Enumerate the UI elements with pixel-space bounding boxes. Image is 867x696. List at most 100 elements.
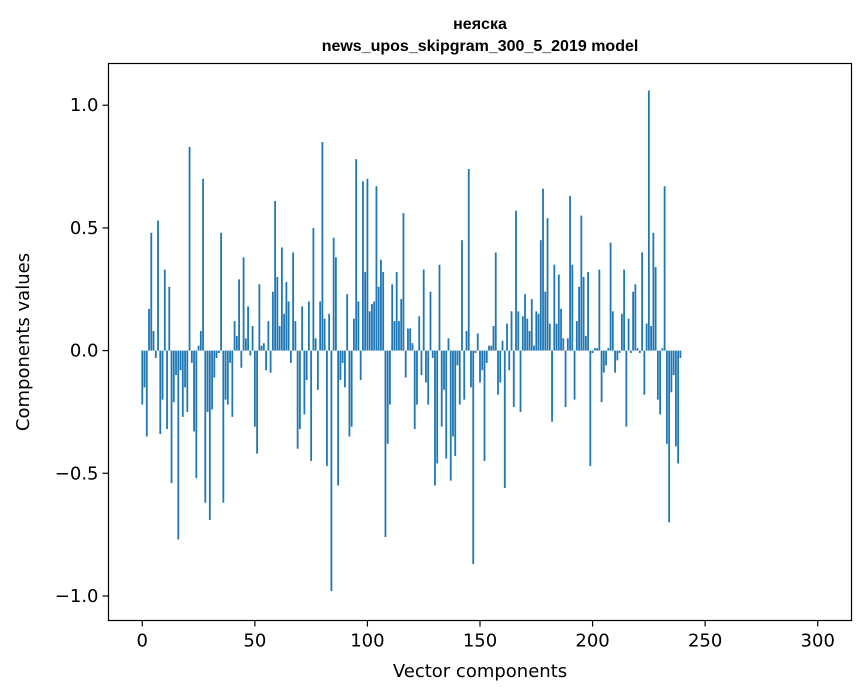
bar xyxy=(330,350,333,592)
bar xyxy=(438,264,441,351)
bar xyxy=(208,350,211,520)
bar xyxy=(494,252,497,351)
bar xyxy=(652,232,655,351)
bar xyxy=(190,350,193,363)
bar xyxy=(636,348,639,351)
bar xyxy=(479,350,481,383)
bar xyxy=(665,350,668,444)
bar xyxy=(391,284,394,351)
bar xyxy=(267,321,270,351)
bar xyxy=(326,350,328,466)
bar xyxy=(202,178,204,351)
x-tick-label: 250 xyxy=(688,631,722,652)
bar xyxy=(150,232,153,351)
bar xyxy=(154,350,157,358)
bar xyxy=(650,326,653,351)
bar xyxy=(562,338,565,351)
bar xyxy=(674,350,677,447)
x-tick-label: 200 xyxy=(575,631,609,652)
bar xyxy=(289,350,292,363)
bar xyxy=(587,272,589,351)
bar xyxy=(321,142,324,351)
bar xyxy=(294,321,297,351)
bar xyxy=(575,321,578,351)
bar xyxy=(215,350,218,358)
bar xyxy=(454,350,457,457)
bar xyxy=(609,242,612,351)
bar xyxy=(623,269,625,351)
bar xyxy=(524,294,526,351)
bar xyxy=(661,348,664,351)
bar xyxy=(262,343,265,351)
x-tick-label: 300 xyxy=(801,631,835,652)
bar xyxy=(346,294,349,351)
bar xyxy=(310,350,313,462)
bar xyxy=(382,272,385,351)
bar xyxy=(226,350,229,405)
bar xyxy=(670,350,673,393)
bar xyxy=(580,215,583,351)
bar xyxy=(206,350,209,412)
bar xyxy=(625,350,628,427)
bar xyxy=(380,259,382,351)
bar xyxy=(357,301,360,351)
bar xyxy=(564,350,567,408)
bar xyxy=(377,286,380,351)
bar xyxy=(645,323,648,351)
bar xyxy=(260,345,263,351)
bar xyxy=(638,350,641,354)
bar xyxy=(557,274,560,351)
bar xyxy=(161,350,164,400)
bar xyxy=(168,286,171,351)
bar xyxy=(573,350,576,400)
bar xyxy=(238,279,240,351)
x-axis-label: Vector components xyxy=(393,661,567,682)
bar xyxy=(546,218,549,351)
bar xyxy=(235,335,238,351)
bar xyxy=(143,350,146,388)
bar xyxy=(411,343,414,351)
bar xyxy=(539,240,542,351)
bar xyxy=(398,321,400,351)
bar xyxy=(431,350,434,358)
bar xyxy=(179,350,182,371)
bar xyxy=(634,284,637,351)
y-tick-label: −0.5 xyxy=(55,463,99,484)
bar xyxy=(271,291,274,351)
bar xyxy=(353,318,355,351)
x-tick-label: 50 xyxy=(243,631,266,652)
bar xyxy=(409,328,412,351)
y-tick-label: 0.0 xyxy=(70,341,99,362)
bar xyxy=(589,350,592,466)
bar xyxy=(256,350,258,454)
bar xyxy=(368,311,371,351)
bar xyxy=(629,350,632,354)
bar xyxy=(452,350,454,437)
bar xyxy=(614,350,616,373)
bar xyxy=(472,350,475,565)
bar xyxy=(526,318,529,351)
bar xyxy=(287,301,290,351)
bar xyxy=(319,301,322,351)
bar xyxy=(668,350,671,523)
bar xyxy=(366,178,369,351)
bar xyxy=(663,186,666,351)
bar xyxy=(242,257,245,351)
bar xyxy=(375,186,378,351)
bar xyxy=(600,350,603,403)
bar xyxy=(335,257,337,351)
bar xyxy=(427,350,430,405)
bar xyxy=(544,291,547,351)
bar xyxy=(274,200,277,351)
bar xyxy=(159,350,162,435)
bar xyxy=(233,321,236,351)
bar xyxy=(265,350,268,371)
bar xyxy=(647,90,650,351)
bar xyxy=(578,286,580,351)
bar xyxy=(418,316,421,351)
bar xyxy=(429,291,432,351)
bar xyxy=(654,267,657,351)
bar xyxy=(371,303,373,351)
bar xyxy=(422,269,425,351)
bar xyxy=(537,313,540,351)
